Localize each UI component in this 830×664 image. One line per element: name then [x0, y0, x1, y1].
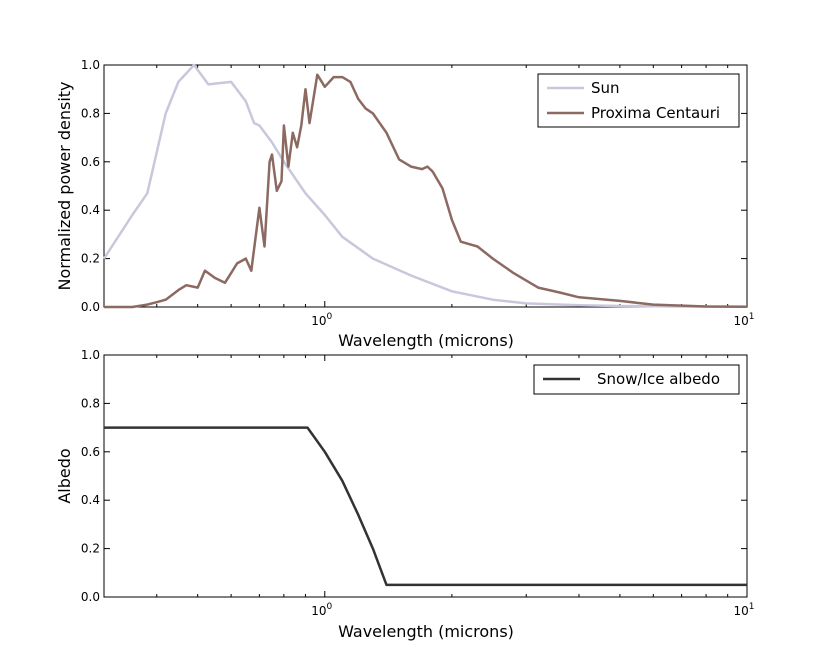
top-y-tick-label: 0.2	[81, 252, 100, 266]
bottom-y-tick-label: 0.4	[81, 493, 100, 507]
top-y-tick-label: 0.0	[81, 300, 100, 314]
bottom-y-tick-label: 0.8	[81, 396, 100, 410]
top-x-tick-label: 100	[311, 312, 332, 328]
top-legend: Sun Proxima Centauri	[537, 73, 740, 128]
bottom-legend: Snow/Ice albedo	[533, 364, 740, 395]
bottom-y-axis-label: Albedo	[55, 448, 74, 503]
bottom-y-tick-label: 0.6	[81, 445, 100, 459]
top-y-tick-label: 1.0	[81, 58, 100, 72]
series-line-sun	[102, 63, 748, 309]
top-legend-box	[537, 73, 740, 128]
legend-label-proxima: Proxima Centauri	[591, 104, 720, 122]
top-plot-frame	[103, 64, 748, 308]
top-y-tick-label: 0.4	[81, 203, 100, 217]
top-y-tick-label: 0.8	[81, 106, 100, 120]
bottom-y-tick-label: 0.0	[81, 590, 100, 604]
top-y-axis-label: Normalized power density	[55, 81, 74, 290]
bottom-plot: 0.0 0.2 0.4 0.6 0.8 1.0 100 101 Wavelength (mi…	[55, 348, 755, 641]
top-plot: 0.0 0.2 0.4 0.6 0.8 1.0 100 101 Wavelength (mi…	[55, 58, 755, 350]
bottom-y-tick-label: 1.0	[81, 348, 100, 362]
top-y-tick-label: 0.6	[81, 155, 100, 169]
top-x-axis-label: Wavelength (microns)	[338, 331, 514, 350]
series-line-proxima-centauri	[104, 73, 748, 309]
bottom-x-tick-label: 100	[311, 602, 332, 618]
legend-label-sun: Sun	[591, 79, 620, 97]
top-x-tick-label: 101	[733, 312, 754, 328]
bottom-x-tick-label: 101	[733, 602, 754, 618]
bottom-x-axis-label: Wavelength (microns)	[338, 622, 514, 641]
series-line-snow-ice-albedo	[104, 426, 747, 587]
bottom-plot-frame	[103, 354, 748, 598]
legend-label-snow-ice: Snow/Ice albedo	[597, 370, 720, 388]
bottom-y-tick-label: 0.2	[81, 542, 100, 556]
